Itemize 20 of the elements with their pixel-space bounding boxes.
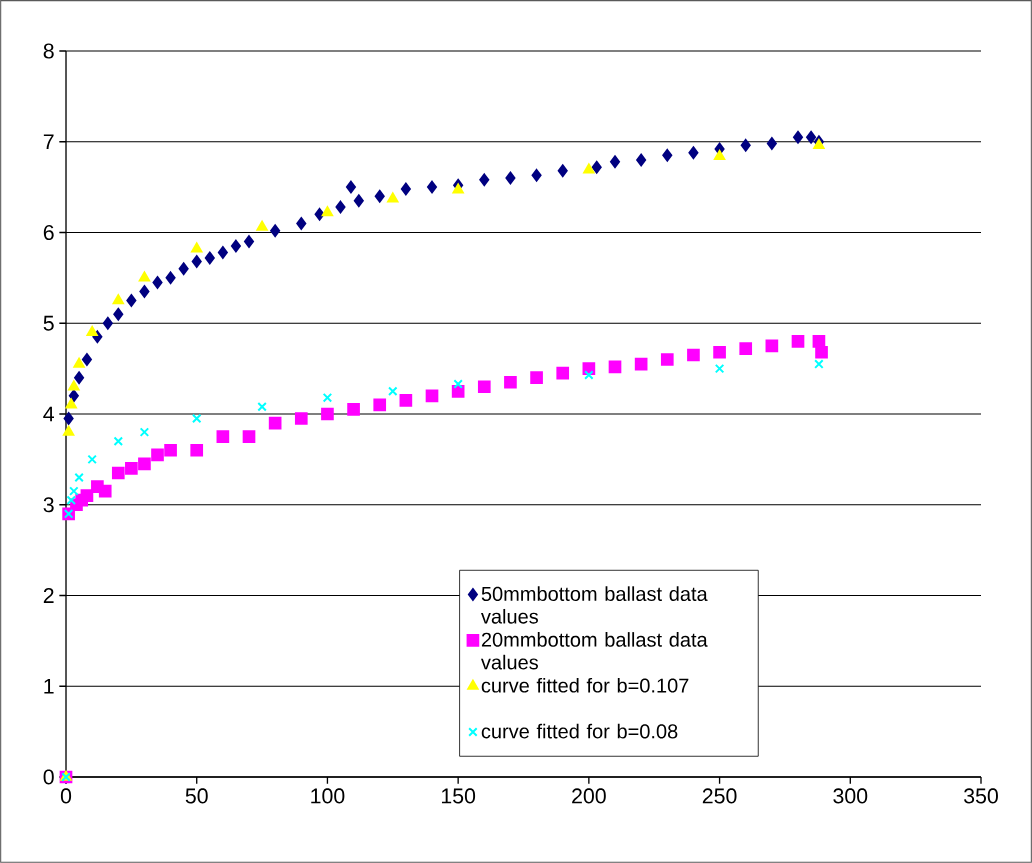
legend-label: curve fitted for b=0.08 (481, 723, 678, 739)
legend-label: 50mmbottom ballast data values (480, 586, 708, 624)
y-tick-label: 2 (43, 588, 54, 603)
x-tick-label: 350 (964, 788, 998, 804)
x-tick-label: 0 (60, 788, 72, 804)
y-tick-label: 8 (43, 43, 54, 59)
y-tick-label: 0 (43, 769, 54, 785)
y-tick-label: 6 (43, 224, 54, 241)
x-tick-label: 300 (833, 788, 868, 804)
x-tick-label: 100 (311, 788, 345, 804)
y-tick-label: 1 (44, 678, 54, 694)
y-tick-label: 7 (43, 134, 54, 150)
x-tick-label: 50 (185, 788, 208, 804)
y-tick-label: 4 (43, 406, 54, 422)
y-tick-label: 5 (43, 315, 54, 331)
y-tick-label: 3 (43, 497, 54, 513)
legend-label: curve fitted for b=0.107 (481, 677, 689, 693)
x-tick-label: 250 (702, 788, 737, 804)
x-tick-label: 150 (441, 788, 476, 804)
x-tick-label: 200 (572, 788, 606, 804)
